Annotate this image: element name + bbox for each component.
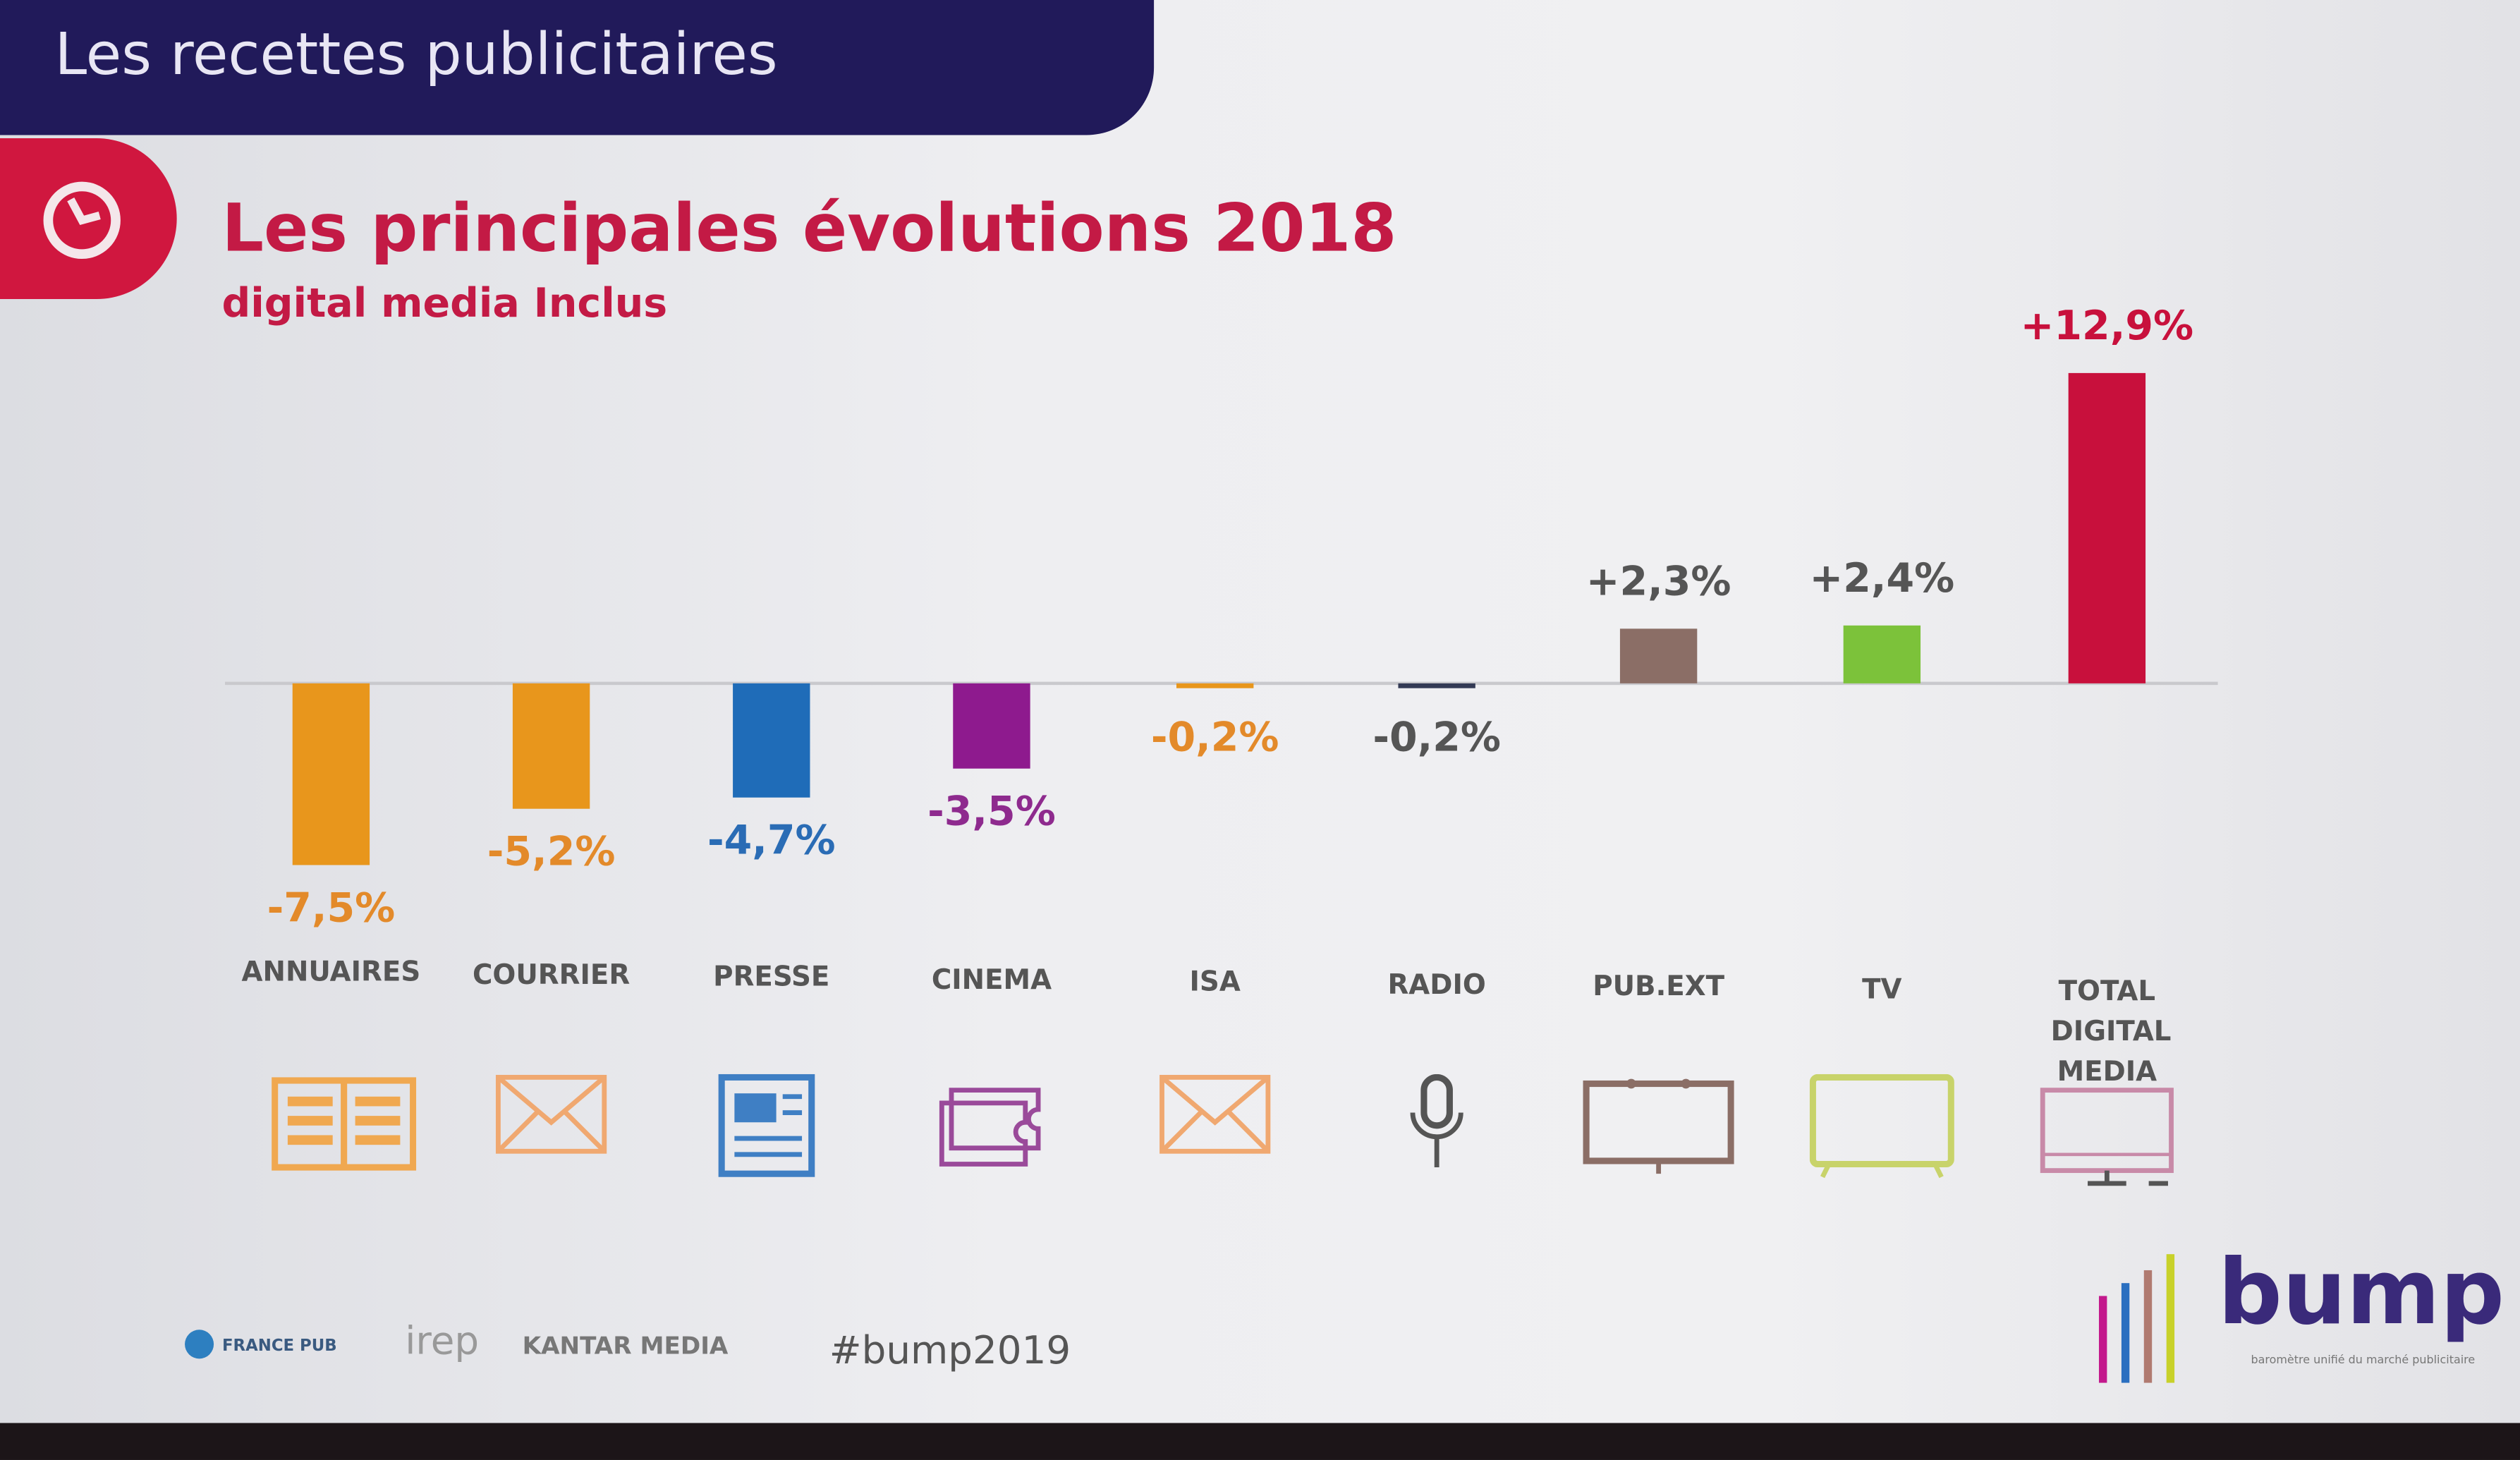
mail-envelope-icon — [495, 1074, 608, 1161]
value-label: -5,2% — [487, 828, 616, 875]
category-label: ANNUAIRES — [241, 956, 421, 990]
bar-radio — [1398, 683, 1475, 688]
hashtag: #bump2019 — [829, 1328, 1071, 1373]
bar-isa — [1176, 683, 1254, 688]
screen-edge — [0, 1423, 2520, 1460]
value-label: -0,2% — [1372, 714, 1501, 761]
computer-monitor-icon — [2040, 1087, 2174, 1200]
billboard-icon — [1583, 1074, 1734, 1184]
value-label: -0,2% — [1150, 714, 1279, 761]
tv-icon — [1809, 1073, 1954, 1187]
cinema-ticket-icon — [935, 1074, 1048, 1177]
logo-france-pub: FRANCE PUB — [185, 1328, 337, 1358]
value-label: +2,3% — [1585, 556, 1731, 604]
section-title: Les recettes publicitaires — [54, 22, 778, 89]
category-label: TOTAL DIGITAL MEDIA — [2050, 975, 2172, 1089]
category-label: TV — [1862, 973, 1902, 1006]
bar-pub-ext — [1619, 628, 1698, 683]
bar-total-digital-media — [2068, 372, 2146, 683]
newspaper-icon — [718, 1073, 824, 1187]
red-tab — [0, 138, 177, 300]
bar-cinema — [953, 683, 1030, 768]
value-label: -7,5% — [267, 883, 396, 930]
value-label: +2,4% — [1809, 554, 1955, 602]
bump-logo: bump baromètre unifié du marché publicit… — [2095, 1241, 2513, 1396]
category-label: ISA — [1189, 966, 1241, 999]
value-label: -3,5% — [927, 786, 1056, 834]
bar-tv — [1843, 625, 1921, 683]
category-label: CINEMA — [931, 963, 1052, 997]
directory-book-icon — [272, 1074, 417, 1180]
clock-icon — [43, 181, 121, 260]
category-label: RADIO — [1387, 968, 1486, 1002]
chart-subtitle: digital media Inclus — [221, 279, 668, 327]
mail-envelope-icon — [1159, 1074, 1272, 1161]
category-label: COURRIER — [472, 959, 631, 992]
section-header: Les recettes publicitaires — [0, 0, 1155, 135]
bar-presse — [733, 683, 810, 797]
logo-irep: irep — [405, 1318, 480, 1364]
value-label: -4,7% — [707, 815, 836, 863]
value-label: +12,9% — [2020, 301, 2194, 348]
microphone-icon — [1405, 1073, 1469, 1180]
category-label: PRESSE — [713, 961, 830, 994]
bar-courrier — [512, 683, 590, 809]
logo-kantar-media: KANTAR MEDIA — [522, 1331, 729, 1361]
chart-title: Les principales évolutions 2018 — [221, 190, 1397, 267]
category-label: PUB.EXT — [1593, 971, 1725, 1004]
bar-annuaires — [292, 683, 370, 865]
